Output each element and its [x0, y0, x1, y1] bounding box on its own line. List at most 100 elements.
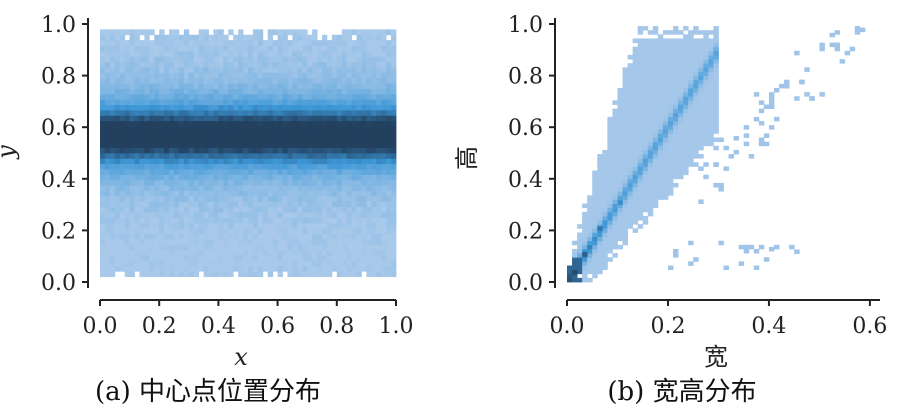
heat-cell	[213, 260, 219, 267]
heat-cell	[637, 207, 644, 213]
heat-cell	[356, 99, 362, 106]
heat-cell	[198, 265, 204, 272]
heat-cell	[371, 147, 377, 154]
heat-cell	[698, 116, 704, 122]
heat-cell	[248, 185, 254, 192]
heat-cell	[174, 233, 180, 240]
heat-cell	[238, 93, 244, 100]
heat-cell	[673, 92, 679, 97]
heat-cell	[252, 212, 259, 218]
heat-cell	[617, 182, 623, 188]
heat-cell	[632, 191, 639, 196]
heat-cell	[139, 45, 145, 52]
heat-cell	[351, 126, 357, 132]
heat-cell	[154, 265, 160, 272]
heat-cell	[331, 217, 338, 224]
heat-cell	[243, 239, 249, 245]
heat-cell	[312, 126, 318, 132]
heat-cell	[366, 265, 372, 272]
heat-cell	[233, 201, 239, 208]
heat-cell	[317, 120, 323, 127]
heat-cell	[100, 228, 106, 235]
heat-cell	[632, 199, 639, 204]
heat-cell	[331, 239, 338, 245]
heat-cell	[647, 116, 654, 122]
heat-cell	[129, 29, 135, 36]
heat-cell	[652, 166, 659, 171]
heat-cell	[366, 131, 372, 138]
heat-cell	[238, 147, 244, 154]
heat-cell	[592, 269, 598, 275]
heat-cell	[144, 179, 150, 186]
heat-cell	[183, 185, 190, 192]
heat-cell	[178, 158, 185, 165]
heat-cell	[612, 158, 618, 163]
heat-cell	[282, 228, 288, 235]
heat-cell	[612, 154, 618, 159]
heat-cell	[272, 185, 278, 192]
heat-cell	[100, 110, 106, 116]
heat-cell	[243, 72, 249, 79]
heat-cell	[331, 206, 338, 213]
heat-cell	[100, 206, 106, 213]
heat-cell	[622, 67, 628, 72]
heat-cell	[252, 217, 259, 224]
heat-cell	[223, 110, 229, 116]
heat-cell	[154, 72, 160, 79]
heat-cell	[262, 158, 269, 165]
heat-cell	[312, 228, 318, 235]
heat-cell	[104, 169, 111, 175]
heat-cell	[134, 196, 140, 202]
heat-cell	[678, 59, 684, 64]
heat-cell	[703, 71, 709, 76]
heat-cell	[386, 174, 392, 181]
heat-cell	[139, 115, 145, 122]
heat-cell	[277, 222, 283, 229]
heat-cell	[657, 34, 664, 39]
heat-cell	[109, 174, 116, 181]
heat-cell	[109, 158, 116, 165]
heat-cell	[356, 153, 362, 159]
heat-cell	[381, 196, 387, 202]
heat-cell	[114, 126, 121, 132]
heat-cell	[164, 206, 170, 213]
heat-cell	[602, 170, 608, 176]
heat-cell	[282, 72, 288, 79]
heat-cell	[307, 169, 313, 175]
heat-cell	[582, 261, 588, 266]
heat-cell	[109, 93, 116, 100]
heat-cell	[662, 92, 669, 97]
heat-cell	[622, 178, 628, 184]
heat-cell	[164, 131, 170, 138]
heat-cell	[193, 34, 200, 41]
heat-cell	[637, 166, 644, 171]
heat-cell	[292, 271, 298, 278]
heat-cell	[238, 255, 244, 261]
heat-cell	[252, 93, 259, 100]
heat-cell	[149, 83, 155, 89]
heat-cell	[678, 141, 684, 147]
heat-cell	[159, 153, 165, 159]
heat-cell	[228, 190, 234, 197]
heat-cell	[203, 260, 209, 267]
heat-cell	[100, 174, 106, 181]
heat-cell	[361, 40, 367, 46]
heat-cell	[657, 79, 664, 85]
heat-cell	[208, 120, 214, 127]
heat-cell	[356, 104, 362, 111]
heat-cell	[193, 83, 200, 89]
heat-cell	[297, 260, 303, 267]
heat-cell	[272, 72, 278, 79]
heat-cell	[267, 147, 274, 154]
heat-cell	[154, 201, 160, 208]
heat-cell	[178, 206, 185, 213]
heat-cell	[698, 59, 704, 64]
heat-cell	[312, 61, 318, 68]
heat-cell	[632, 116, 639, 122]
heat-cell	[612, 121, 618, 126]
heat-cell	[587, 203, 593, 209]
heat-cell	[587, 199, 593, 204]
heat-cell	[154, 110, 160, 116]
heat-cell	[657, 38, 664, 43]
heat-cell	[351, 147, 357, 154]
